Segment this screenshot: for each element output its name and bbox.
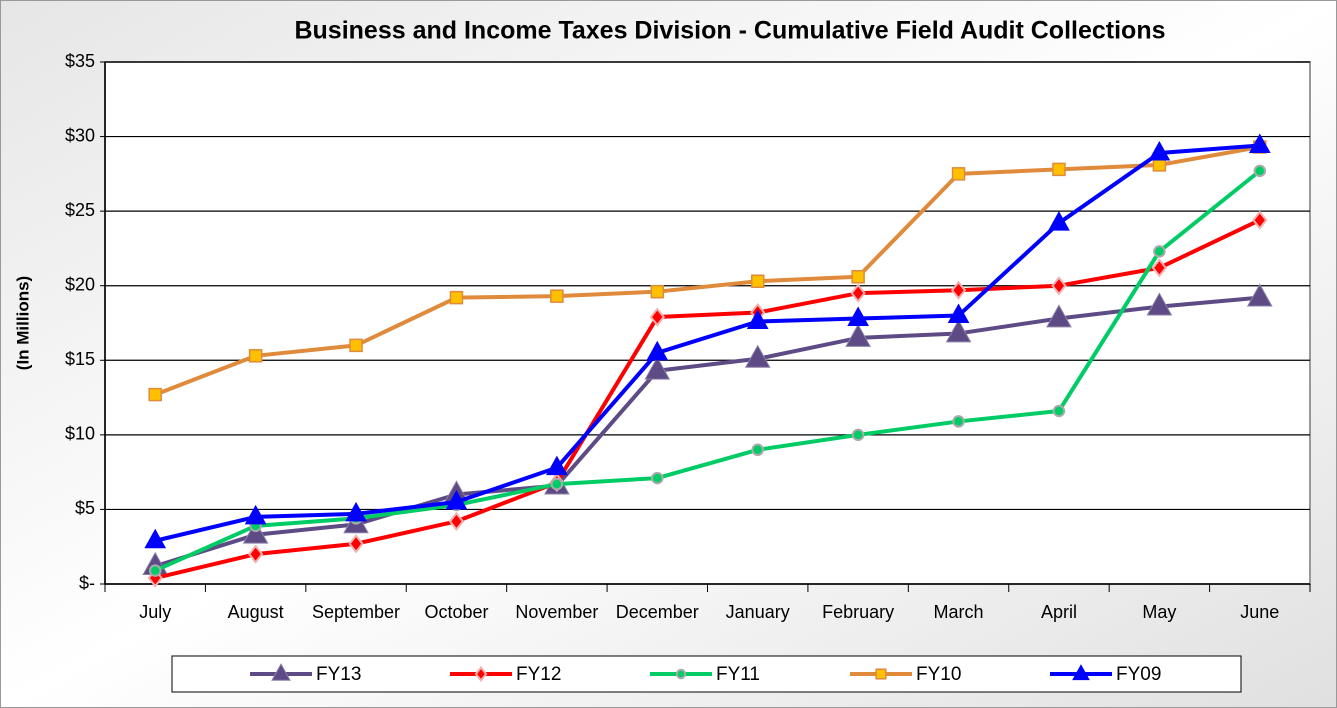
series-line: [154, 218, 1261, 580]
data-point: [148, 564, 162, 577]
x-tick-label: June: [1240, 602, 1279, 622]
y-axis-label: (In Millions): [13, 276, 32, 370]
x-tick-label: February: [822, 602, 894, 622]
data-point: [744, 344, 771, 368]
data-point: [750, 274, 765, 288]
data-point: [1048, 211, 1070, 231]
data-point: [546, 455, 568, 476]
x-tick-label: April: [1041, 602, 1077, 622]
data-point: [345, 501, 367, 522]
legend-label: FY09: [1116, 664, 1161, 685]
data-point: [242, 520, 269, 544]
y-tick-label: $20: [65, 274, 95, 294]
x-tick-label: October: [424, 602, 488, 622]
data-point: [851, 270, 865, 284]
data-point: [550, 477, 564, 491]
data-point: [646, 340, 669, 361]
data-point: [448, 511, 465, 531]
x-tick-label: January: [726, 602, 790, 622]
x-tick-label: November: [515, 602, 598, 622]
y-tick-label: $15: [65, 349, 95, 369]
data-point: [650, 284, 665, 299]
series-line: [154, 143, 1260, 543]
legend-label: FY11: [716, 664, 760, 685]
data-point: [247, 544, 264, 564]
data-point: [651, 471, 664, 485]
x-tick-label: August: [228, 602, 284, 622]
legend-label: FY13: [316, 664, 361, 685]
data-point: [845, 323, 871, 347]
y-tick-label: $35: [65, 51, 95, 71]
data-point: [1253, 164, 1267, 178]
x-tick-label: September: [312, 602, 400, 622]
data-point: [1248, 133, 1271, 154]
data-point: [850, 283, 866, 303]
data-point: [1246, 283, 1273, 307]
legend-marker: [474, 665, 488, 683]
data-point: [449, 290, 464, 305]
data-point: [950, 280, 967, 300]
legend-marker: [1072, 664, 1090, 681]
x-tick-label: March: [934, 602, 984, 622]
data-point: [851, 428, 865, 442]
plot-area: [104, 61, 1311, 585]
data-point: [550, 289, 564, 303]
data-point: [1051, 276, 1067, 296]
legend-marker: [675, 668, 687, 680]
series-line: [154, 295, 1260, 569]
data-point: [1151, 258, 1168, 278]
data-point: [751, 443, 764, 457]
data-point: [148, 387, 162, 402]
data-point: [1153, 245, 1166, 258]
x-tick-label: May: [1142, 602, 1176, 622]
series-line: [154, 145, 1261, 397]
series-line: [154, 169, 1262, 573]
data-point: [951, 167, 966, 181]
x-tick-label: July: [139, 602, 171, 622]
data-point: [248, 349, 263, 363]
data-point: [1052, 162, 1066, 177]
data-point: [445, 489, 468, 510]
legend-marker: [271, 663, 291, 681]
data-point: [1252, 210, 1268, 230]
data-point: [1052, 404, 1066, 418]
data-point: [1146, 292, 1173, 316]
data-point: [947, 303, 970, 324]
y-tick-label: $-: [79, 573, 95, 593]
data-point: [847, 306, 869, 327]
legend-marker: [875, 668, 887, 680]
y-tick-label: $5: [75, 498, 95, 518]
data-point: [952, 415, 965, 428]
data-point: [349, 338, 363, 353]
y-tick-label: $30: [65, 125, 95, 145]
data-point: [1148, 140, 1171, 161]
y-tick-label: $10: [65, 424, 95, 444]
x-tick-label: December: [616, 602, 699, 622]
data-point: [244, 504, 267, 525]
legend-label: FY12: [516, 664, 561, 685]
data-point: [1152, 158, 1167, 172]
y-tick-label: $25: [65, 200, 95, 220]
data-point: [348, 534, 364, 554]
data-point: [945, 319, 972, 343]
data-point: [649, 307, 665, 327]
data-point: [644, 356, 671, 380]
data-point: [1046, 304, 1072, 328]
data-point: [746, 309, 769, 330]
chart-title: Business and Income Taxes Division - Cum…: [294, 17, 1165, 45]
legend-label: FY10: [916, 664, 961, 685]
data-point: [144, 528, 167, 549]
